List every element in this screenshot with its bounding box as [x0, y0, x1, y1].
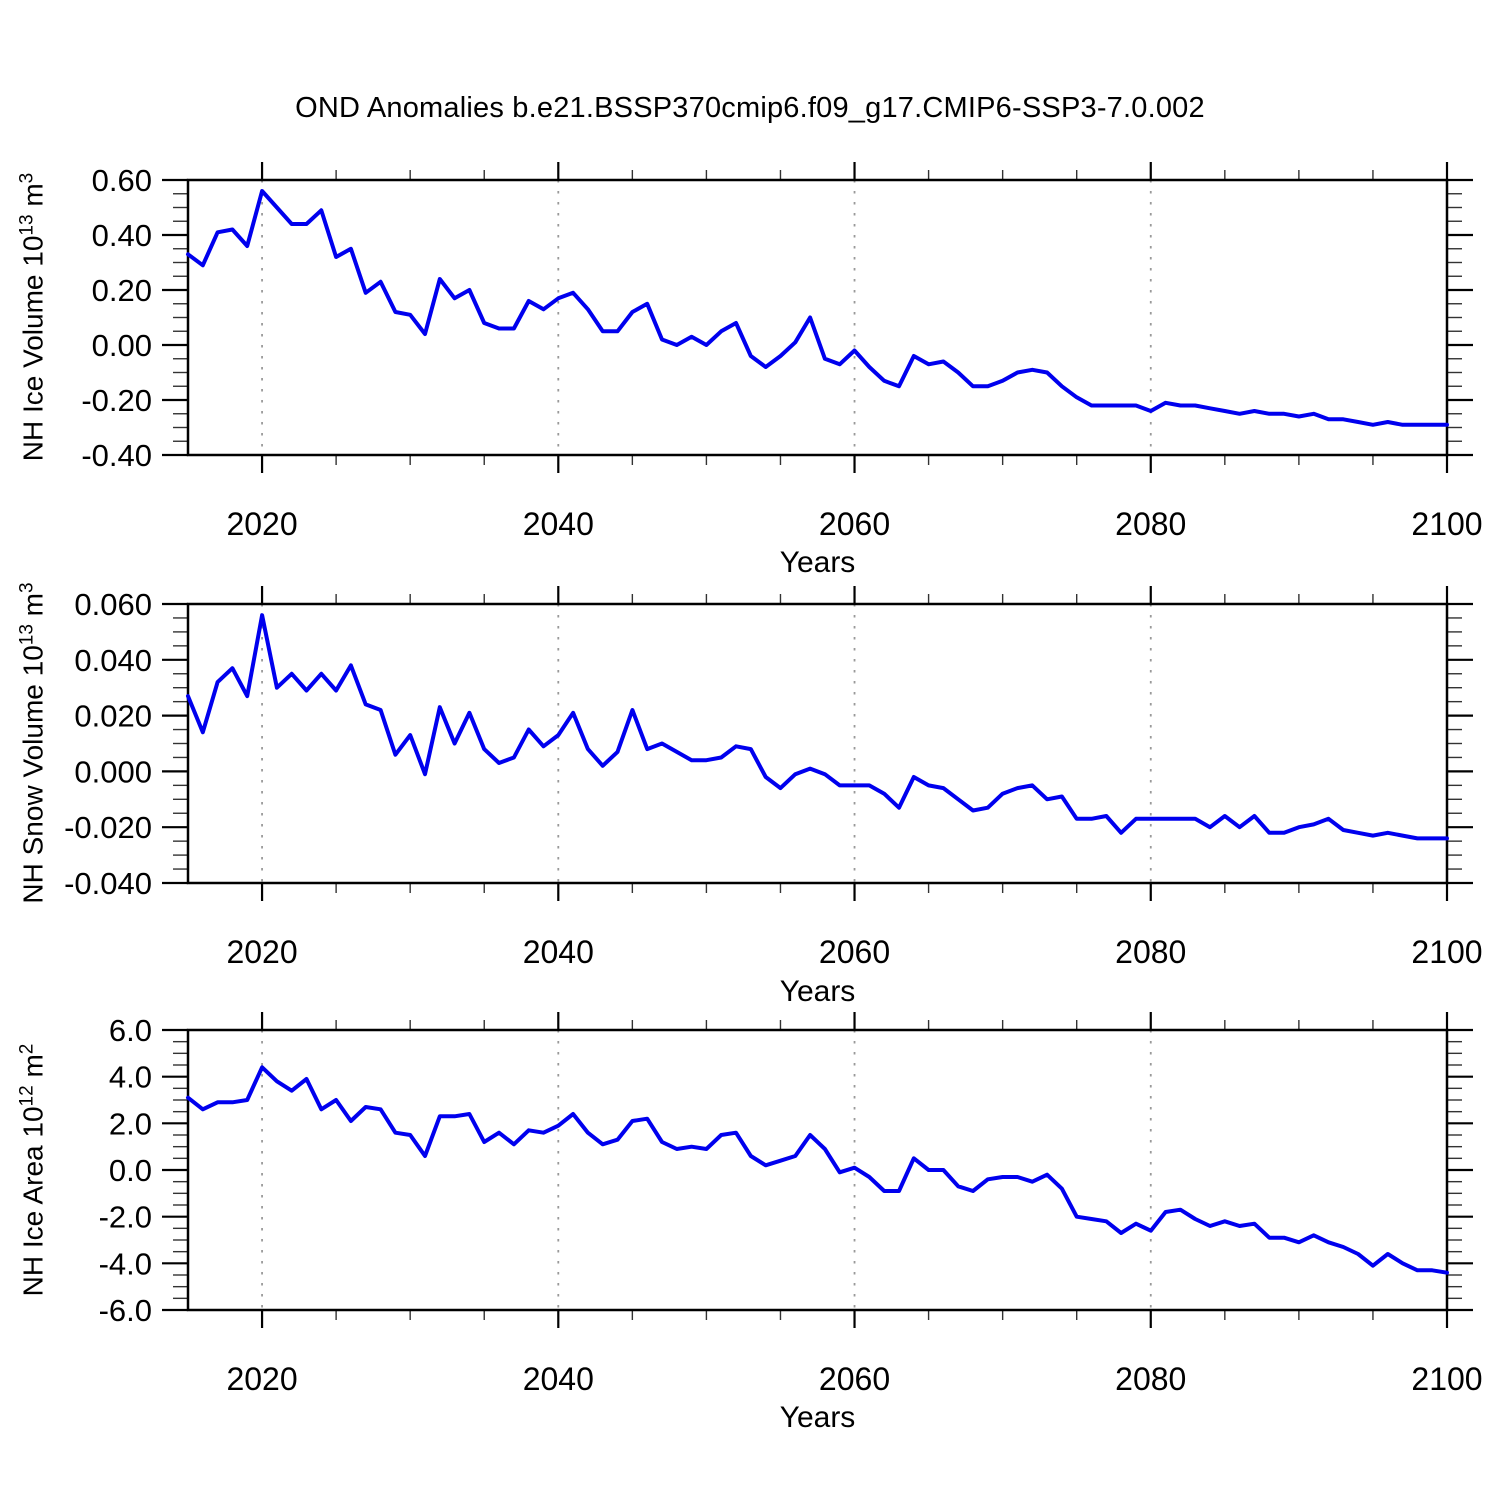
- y-tick-label: 0.000: [74, 754, 152, 789]
- unit-exponent: 2: [16, 1043, 38, 1055]
- x-tick-label: 2100: [1411, 1361, 1482, 1397]
- x-axis-title-panel-1: Years: [779, 546, 856, 579]
- y-tick-label: -6.0: [99, 1293, 152, 1328]
- y-tick-label: 4.0: [109, 1060, 152, 1095]
- panel-border: [186, 1028, 1449, 1312]
- y-tick-label: 0.00: [92, 328, 152, 363]
- x-tick-label: 2040: [523, 1361, 594, 1397]
- x-axis-title-panel-3: Years: [779, 1401, 856, 1434]
- y-tick-label: 0.0: [109, 1153, 152, 1188]
- x-tick-label: 2020: [226, 934, 297, 970]
- y-tick-label: 6.0: [109, 1013, 152, 1048]
- exponent: 13: [16, 214, 38, 236]
- exponent: 13: [16, 624, 38, 646]
- x-tick-label: 2100: [1411, 506, 1482, 542]
- y-tick-label: -0.020: [64, 810, 152, 845]
- y-tick-label: -0.20: [81, 383, 152, 418]
- x-tick-label: 2040: [523, 934, 594, 970]
- x-tick-label: 2040: [523, 506, 594, 542]
- x-tick-label: 2060: [819, 506, 890, 542]
- panel-2: 2020 2040 2060 2080 2100 0.060 0.040 0.020 0.000…: [64, 586, 1483, 970]
- y-tick-label: 0.040: [74, 643, 152, 678]
- series-line: [186, 1065, 1449, 1275]
- x-axis-title-panel-2: Years: [779, 975, 856, 1008]
- panel-1: 2020 2040 2060 2080 2100 0.60 0.40 0.20 0.00 -0.2…: [81, 162, 1483, 542]
- x-tick-label: 2060: [819, 934, 890, 970]
- y-tick-label: -4.0: [99, 1246, 152, 1281]
- x-tick-label: 2100: [1411, 934, 1482, 970]
- series-line: [186, 189, 1449, 427]
- x-tick-label: 2080: [1115, 934, 1186, 970]
- x-tick-label: 2020: [226, 1361, 297, 1397]
- y-axis-title-snow-volume: NH Snow Volume 1013 m3: [16, 582, 49, 903]
- panel-3: 2020 2040 2060 2080 2100 6.0 4.0 2.0 0.0 -2.0 -4.0…: [99, 1012, 1483, 1397]
- y-tick-label: 0.20: [92, 273, 152, 308]
- y-tick-label: 0.020: [74, 699, 152, 734]
- y-tick-label: 0.60: [92, 163, 152, 198]
- y-axis-title-text: NH Ice Area 10: [17, 1106, 49, 1297]
- y-tick-label: -2.0: [99, 1200, 152, 1235]
- y-axis-title-text: NH Ice Volume 10: [17, 235, 49, 462]
- y-axis-title-text: NH Snow Volume 10: [17, 645, 49, 904]
- y-tick-label: -0.40: [81, 438, 152, 473]
- chart-title: OND Anomalies b.e21.BSSP370cmip6.f09_g17…: [295, 92, 1205, 124]
- unit: m: [17, 592, 49, 625]
- y-axis-title-ice-area: NH Ice Area 1012 m2: [16, 1044, 49, 1297]
- unit: m: [17, 1054, 49, 1086]
- series-line: [186, 613, 1449, 841]
- x-tick-label: 2080: [1115, 506, 1186, 542]
- panel-border: [186, 178, 1449, 457]
- unit: m: [17, 183, 49, 215]
- x-tick-label: 2020: [226, 506, 297, 542]
- y-tick-label: 0.40: [92, 218, 152, 253]
- unit-exponent: 3: [16, 582, 38, 593]
- x-tick-label: 2060: [819, 1361, 890, 1397]
- x-tick-label: 2080: [1115, 1361, 1186, 1397]
- panel-border: [186, 602, 1449, 885]
- exponent: 12: [16, 1085, 38, 1107]
- unit-exponent: 3: [16, 172, 38, 184]
- y-tick-label: 2.0: [109, 1106, 152, 1141]
- y-tick-label: 0.060: [74, 587, 152, 622]
- y-tick-label: -0.040: [64, 866, 152, 901]
- y-axis-title-ice-volume: NH Ice Volume 1013 m3: [16, 173, 49, 462]
